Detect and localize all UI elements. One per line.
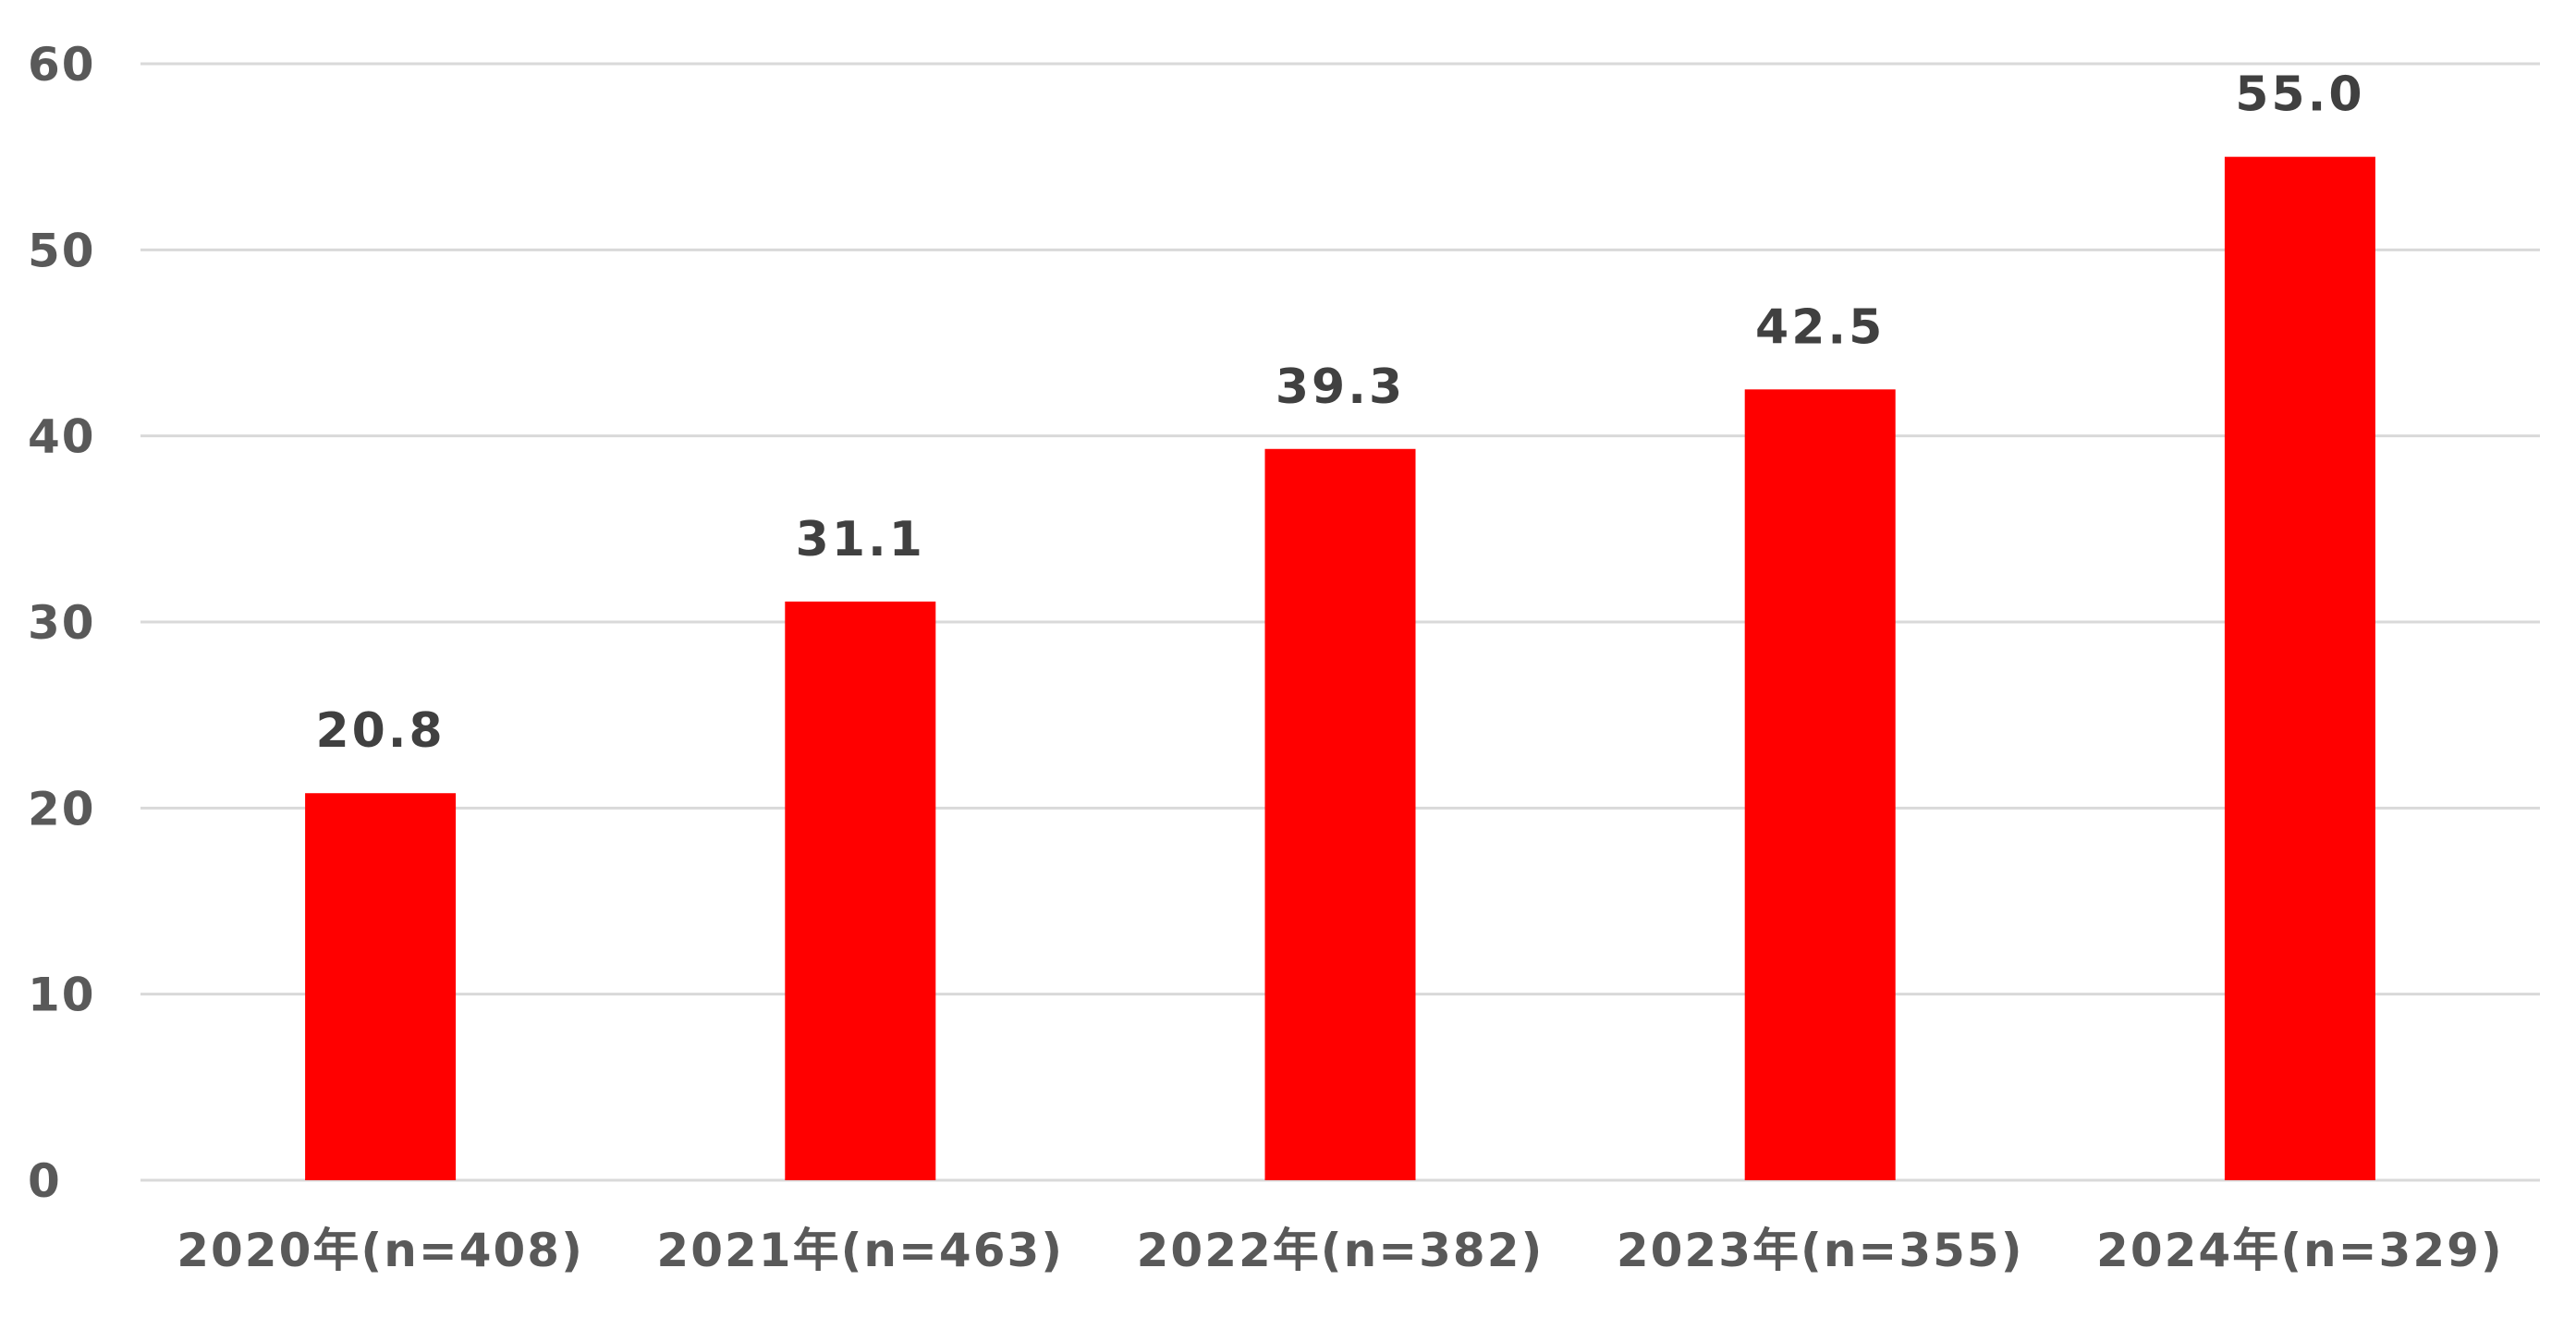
x-tick-label: 2021年(n=463): [656, 1224, 1064, 1277]
bar: [2224, 156, 2375, 1181]
bar: [1264, 448, 1416, 1180]
data-label: 39.3: [1276, 360, 1405, 415]
data-label: 42.5: [1755, 299, 1885, 355]
data-label: 55.0: [2235, 67, 2364, 123]
y-tick-label: 0: [28, 1154, 62, 1208]
x-tick-label: 2024年(n=329): [2096, 1224, 2504, 1277]
y-tick-label: 20: [28, 782, 96, 835]
x-tick-label: 2020年(n=408): [177, 1224, 584, 1277]
bar: [305, 793, 457, 1180]
x-tick-label: 2023年(n=355): [1617, 1224, 2024, 1277]
y-tick-label: 60: [28, 38, 96, 91]
bar: [785, 601, 936, 1180]
data-label: 20.8: [315, 703, 445, 759]
y-tick-label: 30: [28, 596, 96, 650]
bars: [305, 156, 2375, 1181]
bar: [1744, 389, 1896, 1180]
y-tick-label: 40: [28, 410, 96, 464]
data-labels: 20.8 31.1 39.3 42.5 55.0: [315, 67, 2364, 760]
data-label: 31.1: [796, 512, 925, 567]
x-tick-label: 2022年(n=382): [1137, 1224, 1544, 1277]
y-tick-label: 50: [28, 224, 96, 277]
x-axis: 2020年(n=408) 2021年(n=463) 2022年(n=382) 2023…: [177, 1224, 2504, 1277]
y-tick-label: 10: [28, 969, 96, 1022]
y-axis-ticks: 0 10 20 30 40 50 60: [28, 38, 96, 1208]
